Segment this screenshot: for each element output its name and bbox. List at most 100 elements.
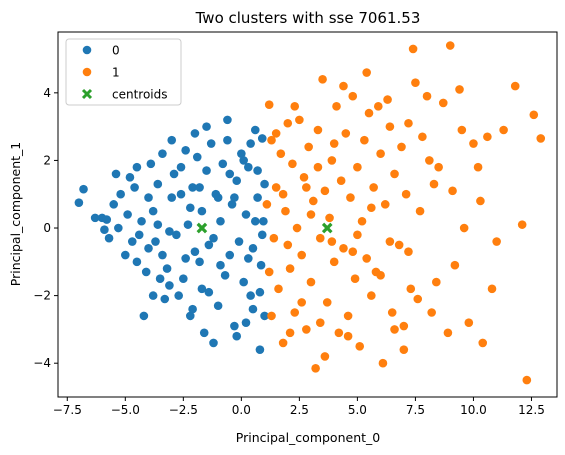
point-cluster-1 (285, 328, 295, 338)
legend-marker-centroids (81, 88, 93, 100)
points-layer (74, 41, 546, 385)
point-cluster-0 (146, 159, 156, 169)
point-cluster-1 (404, 118, 413, 128)
point-cluster-0 (185, 311, 195, 321)
point-cluster-0 (225, 250, 235, 260)
point-cluster-1 (264, 100, 274, 109)
point-cluster-0 (176, 189, 186, 199)
point-cluster-0 (188, 183, 197, 192)
point-cluster-1 (413, 294, 423, 304)
point-cluster-1 (283, 240, 293, 250)
point-cluster-0 (104, 233, 114, 243)
point-cluster-0 (232, 331, 242, 341)
point-cluster-1 (334, 328, 344, 338)
point-cluster-0 (158, 250, 167, 260)
point-cluster-0 (176, 162, 186, 172)
point-cluster-1 (364, 108, 374, 118)
point-cluster-0 (132, 162, 142, 172)
point-cluster-1 (325, 213, 334, 223)
point-cluster-1 (336, 176, 346, 186)
point-cluster-1 (387, 308, 397, 317)
point-cluster-0 (134, 230, 144, 240)
point-cluster-1 (348, 247, 358, 256)
point-cluster-0 (90, 213, 100, 223)
point-cluster-1 (327, 156, 337, 165)
point-cluster-1 (297, 250, 306, 260)
point-cluster-1 (425, 156, 434, 165)
point-cluster-0 (195, 183, 204, 192)
point-cluster-0 (244, 162, 253, 172)
point-cluster-1 (304, 142, 313, 152)
point-cluster-1 (383, 95, 392, 104)
point-cluster-0 (183, 220, 193, 229)
plot-frame (57, 31, 558, 398)
point-cluster-1 (473, 162, 483, 172)
point-cluster-1 (438, 98, 448, 108)
point-cluster-0 (141, 267, 151, 277)
point-cluster-0 (260, 179, 269, 189)
point-cluster-0 (213, 193, 223, 202)
point-cluster-1 (343, 311, 353, 321)
point-cluster-0 (74, 198, 84, 207)
point-cluster-1 (350, 274, 360, 284)
point-cluster-1 (274, 284, 283, 294)
point-cluster-1 (378, 358, 388, 368)
point-cluster-0 (255, 287, 265, 297)
point-cluster-1 (309, 196, 318, 206)
point-cluster-1 (459, 223, 469, 233)
point-cluster-1 (322, 298, 332, 307)
x-axis-ticks: −7.5 −5.0 −2.5 0.0 2.5 5.0 7.5 10.0 12.5 (53, 397, 545, 417)
point-cluster-1 (271, 129, 281, 138)
point-cluster-0 (202, 166, 211, 175)
centroid-marker (196, 222, 208, 234)
point-cluster-1 (399, 345, 409, 354)
point-cluster-1 (464, 318, 474, 327)
point-cluster-0 (259, 216, 268, 226)
point-cluster-0 (195, 257, 204, 267)
point-cluster-1 (278, 338, 288, 348)
point-cluster-1 (401, 189, 411, 199)
point-cluster-0 (169, 169, 179, 179)
point-cluster-0 (253, 166, 262, 175)
point-cluster-0 (246, 291, 255, 300)
point-cluster-0 (153, 179, 163, 189)
point-cluster-1 (478, 338, 488, 348)
point-cluster-0 (116, 189, 125, 199)
point-cluster-0 (230, 321, 239, 331)
point-cluster-1 (313, 125, 323, 135)
x-tick-label: 0.0 (232, 403, 251, 417)
point-cluster-1 (290, 308, 300, 317)
point-cluster-0 (100, 225, 109, 235)
point-cluster-0 (218, 159, 228, 169)
point-cluster-1 (355, 342, 365, 351)
point-cluster-1 (522, 375, 532, 385)
point-cluster-0 (248, 243, 258, 253)
point-cluster-0 (181, 254, 190, 263)
point-cluster-0 (153, 220, 163, 229)
point-cluster-1 (457, 125, 467, 135)
point-cluster-1 (483, 132, 492, 142)
point-cluster-0 (127, 237, 137, 246)
y-tick-label: −2 (33, 289, 51, 303)
point-cluster-1 (432, 277, 441, 287)
point-cluster-0 (213, 301, 223, 311)
point-cluster-0 (199, 328, 209, 338)
y-axis-label: Principal_component_1 (8, 142, 23, 286)
point-cluster-1 (339, 243, 348, 253)
point-cluster-0 (185, 203, 195, 213)
legend-label: 0 (112, 44, 120, 58)
point-cluster-1 (455, 85, 464, 94)
point-cluster-1 (408, 44, 418, 54)
point-cluster-1 (445, 41, 455, 50)
point-cluster-1 (390, 325, 399, 334)
point-cluster-1 (281, 206, 290, 216)
point-cluster-0 (197, 206, 207, 216)
point-cluster-0 (172, 230, 181, 240)
point-cluster-0 (241, 210, 251, 219)
point-cluster-1 (271, 183, 281, 192)
point-cluster-1 (418, 132, 427, 142)
point-cluster-1 (267, 135, 276, 145)
y-axis-ticks: −4 −2 0 2 4 (33, 86, 58, 370)
point-cluster-0 (248, 304, 258, 314)
